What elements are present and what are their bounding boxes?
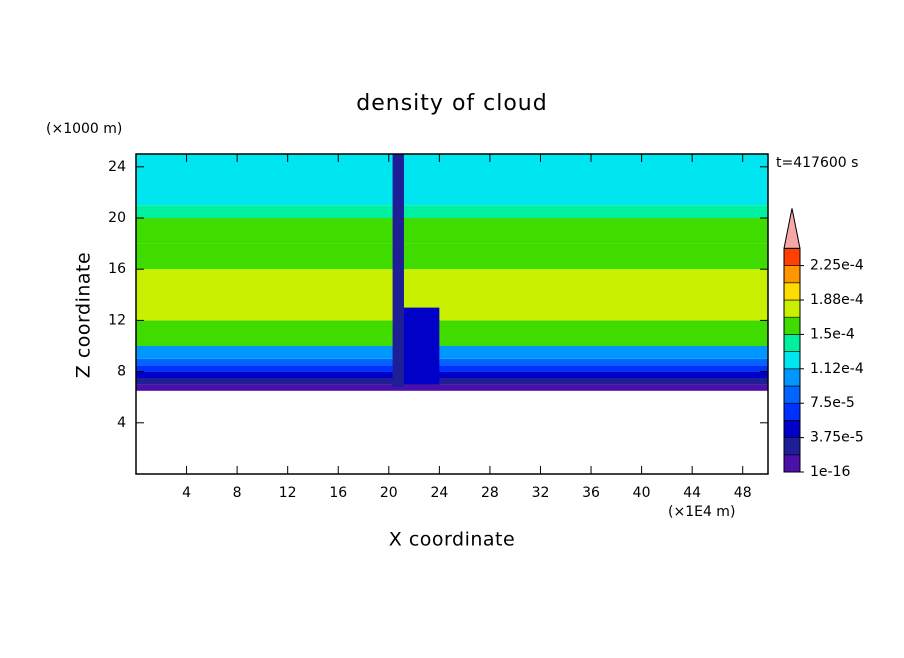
- contour-layer: [136, 243, 768, 270]
- x-tick-label: 48: [734, 485, 752, 501]
- plot-frame: [135, 153, 769, 475]
- colorbar-extend: [783, 208, 801, 249]
- contour-layer: [136, 371, 768, 378]
- x-tick-label: 12: [279, 485, 297, 501]
- x-axis-label: X coordinate: [389, 529, 515, 551]
- colorbar-swatch: [783, 265, 801, 284]
- colorbar-swatch: [783, 385, 801, 404]
- contour-field: [136, 154, 768, 391]
- contour-layer: [136, 346, 768, 359]
- x-tick-label: 36: [582, 485, 600, 501]
- time-annotation: t=417600 s: [776, 155, 858, 171]
- contour-layer: [136, 378, 768, 385]
- x-tick-label: 44: [683, 485, 701, 501]
- colorbar-tick-label: 1.5e-4: [810, 326, 855, 342]
- contour-layer: [136, 218, 768, 244]
- y-tick-label: 8: [117, 364, 126, 380]
- colorbar-swatch: [783, 351, 801, 370]
- y-tick-label: 24: [108, 159, 126, 175]
- colorbar-tick-label: 3.75e-5: [810, 430, 864, 446]
- y-tick-label: 16: [108, 261, 126, 277]
- x-tick-label: 40: [633, 485, 651, 501]
- colorbar-swatch: [783, 420, 801, 438]
- colorbar-frame: [783, 247, 801, 473]
- chart-title: density of cloud: [356, 91, 547, 116]
- colorbar-tick-label: 1e-16: [810, 464, 850, 480]
- colorbar-tick-label: 1.12e-4: [810, 361, 864, 377]
- colorbar-swatch: [783, 282, 801, 301]
- x-tick-label: 8: [233, 485, 242, 501]
- colorbar-tick-label: 1.88e-4: [810, 292, 864, 308]
- colorbar-tick-label: 7.5e-5: [810, 395, 855, 411]
- x-tick-label: 28: [481, 485, 499, 501]
- colorbar-swatch: [783, 299, 801, 318]
- y-tick-label: 20: [108, 210, 126, 226]
- contour-layer: [136, 384, 768, 391]
- colorbar-swatch: [783, 368, 801, 387]
- contour-layer: [136, 320, 768, 346]
- colorbar-swatch: [783, 437, 801, 456]
- colorbar-swatch: [783, 248, 801, 266]
- x-tick-label: 16: [329, 485, 347, 501]
- contour-layer: [136, 269, 768, 321]
- x-unit: (×1E4 m): [668, 504, 735, 520]
- colorbar-swatch: [783, 402, 801, 421]
- y-tick-label: 4: [117, 415, 126, 431]
- x-tick-label: 24: [430, 485, 448, 501]
- x-tick-label: 20: [380, 485, 398, 501]
- contour-layer: [136, 358, 768, 366]
- contour-layer: [136, 365, 768, 372]
- colorbar-tick-label: 2.25e-4: [810, 258, 864, 274]
- colorbar-swatch: [783, 334, 801, 352]
- colorbar-swatch: [783, 454, 801, 473]
- y-tick-label: 12: [108, 312, 126, 328]
- x-tick-label: 32: [532, 485, 550, 501]
- contour-layer: [136, 205, 768, 218]
- contour-layer: [136, 154, 768, 206]
- x-tick-label: 4: [182, 485, 191, 501]
- y-axis-label: Z coordinate: [73, 252, 95, 378]
- colorbar-swatch: [783, 316, 801, 335]
- y-unit: (×1000 m): [46, 121, 122, 137]
- contour-feature: [401, 307, 440, 385]
- contour-feature: [392, 154, 404, 387]
